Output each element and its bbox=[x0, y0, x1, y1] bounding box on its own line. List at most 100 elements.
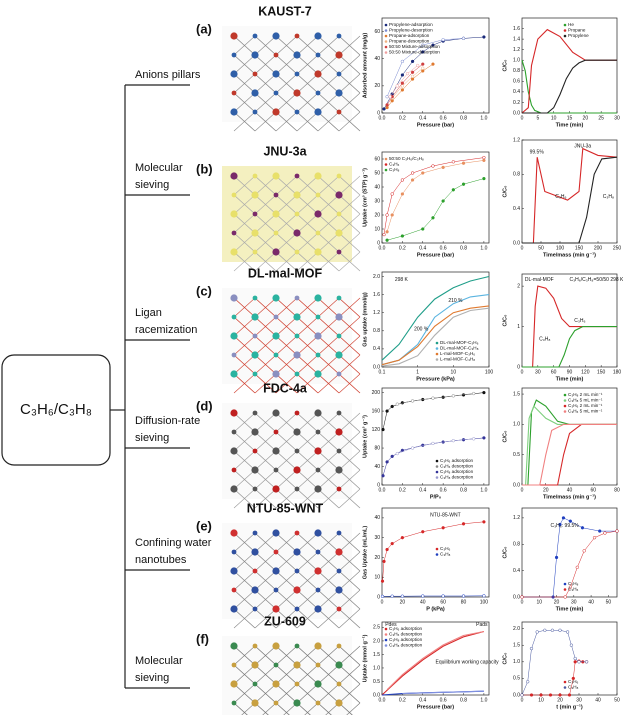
atom bbox=[293, 229, 300, 236]
x-axis-label: Time/mass (min g⁻¹) bbox=[543, 493, 596, 500]
y-axis-label: C/C₀ bbox=[502, 185, 508, 197]
legend-marker bbox=[436, 465, 439, 468]
annotation: 200 % bbox=[414, 326, 429, 332]
data-point bbox=[382, 474, 385, 477]
x-tick-label: 20 bbox=[400, 599, 406, 605]
y-axis-label: Gas Uptake (mL/mL) bbox=[362, 526, 368, 580]
atom bbox=[272, 210, 279, 217]
x-tick-label: 0.4 bbox=[419, 245, 426, 251]
legend-label: C₃H₈ bbox=[568, 685, 579, 690]
x-axis-label: Pressure (bar) bbox=[417, 252, 454, 258]
y-tick-label: 0.0 bbox=[513, 482, 520, 488]
data-point bbox=[472, 392, 475, 395]
y-tick-label: 2.0 bbox=[373, 638, 380, 644]
legend-label: C₃H₆ bbox=[568, 679, 579, 684]
x-tick-label: 200 bbox=[594, 245, 603, 251]
material-name: ZU-609 bbox=[264, 614, 306, 628]
x-tick-label: 30 bbox=[571, 599, 577, 605]
atom bbox=[337, 644, 342, 649]
y-axis-label: C/C₀ bbox=[502, 652, 508, 664]
atom bbox=[232, 315, 237, 320]
data-point bbox=[391, 99, 394, 102]
legend-label: C₃H₆ desorption bbox=[440, 464, 474, 469]
atom bbox=[293, 661, 300, 668]
atom bbox=[232, 231, 237, 236]
atom bbox=[232, 701, 237, 706]
annotation: 210 % bbox=[448, 298, 463, 304]
data-point bbox=[570, 644, 573, 647]
legend-label: DL-mal-MOF-C₃H₆ bbox=[440, 340, 479, 345]
data-point bbox=[616, 530, 619, 533]
y-tick-label: 0.4 bbox=[373, 346, 380, 352]
x-tick-label: 80 bbox=[461, 599, 467, 605]
atom bbox=[314, 172, 321, 179]
atom bbox=[251, 229, 258, 236]
y-tick-label: 2.0 bbox=[373, 274, 380, 280]
legend-marker bbox=[436, 548, 439, 551]
data-point bbox=[386, 461, 389, 464]
atom bbox=[337, 607, 342, 612]
data-point bbox=[432, 216, 435, 219]
data-point bbox=[483, 391, 486, 394]
x-tick-label: 10 bbox=[551, 115, 557, 121]
atom bbox=[316, 550, 321, 555]
y-tick-label: 1.6 bbox=[373, 292, 380, 298]
atom bbox=[274, 193, 279, 198]
atom bbox=[230, 567, 237, 574]
data-point bbox=[391, 455, 394, 458]
atom bbox=[335, 89, 342, 96]
data-point bbox=[401, 89, 404, 92]
legend-label: C₃H₈ bbox=[389, 167, 400, 172]
annotation: Pdes bbox=[385, 622, 397, 628]
structure-image bbox=[222, 288, 360, 393]
legend-label: He bbox=[568, 22, 574, 27]
atom bbox=[337, 72, 342, 77]
legend-label: C₃H₆ 2 mL min⁻¹ bbox=[568, 403, 603, 408]
data-point bbox=[462, 522, 465, 525]
y-tick-label: 0 bbox=[517, 364, 520, 370]
structure-image bbox=[222, 523, 360, 628]
y-tick-label: 50 bbox=[374, 170, 380, 176]
x-tick-label: 0 bbox=[521, 599, 524, 605]
panel-letter: (d) bbox=[196, 398, 213, 413]
structure-bg bbox=[222, 166, 352, 262]
legend-label: C₃H₆ 5 mL min⁻¹ bbox=[568, 409, 603, 414]
atom bbox=[295, 449, 300, 454]
data-point bbox=[386, 214, 389, 217]
data-point bbox=[421, 67, 424, 70]
data-point bbox=[401, 84, 404, 87]
atom bbox=[293, 351, 300, 358]
atom bbox=[337, 334, 342, 339]
structure-bg bbox=[222, 403, 352, 499]
legend-marker bbox=[564, 410, 567, 413]
x-tick-label: 40 bbox=[595, 697, 601, 703]
data-point bbox=[386, 106, 389, 109]
data-point bbox=[396, 84, 399, 87]
x-tick-label: 0.6 bbox=[440, 245, 447, 251]
legend-label: C₃H₈ bbox=[568, 581, 579, 586]
x-tick-label: 50 bbox=[606, 599, 612, 605]
x-tick-label: 10 bbox=[451, 369, 457, 375]
atom bbox=[274, 430, 279, 435]
atom bbox=[230, 680, 237, 687]
atom bbox=[253, 569, 258, 574]
x-tick-label: 0.2 bbox=[399, 487, 406, 493]
data-point bbox=[432, 165, 435, 168]
x-tick-label: 20 bbox=[557, 697, 563, 703]
legend-marker bbox=[385, 29, 388, 32]
legend-marker bbox=[385, 158, 388, 161]
atom bbox=[274, 663, 279, 668]
legend-label: C₃H₆ bbox=[440, 546, 451, 551]
atom bbox=[251, 661, 258, 668]
y-tick-label: 0 bbox=[377, 240, 380, 246]
data-point bbox=[401, 536, 404, 539]
atom bbox=[337, 372, 342, 377]
legend-label: C₃H₈ desorption bbox=[440, 475, 474, 480]
legend-label: Propane-adsorption bbox=[389, 33, 430, 38]
atom bbox=[253, 607, 258, 612]
data-point bbox=[526, 680, 529, 683]
atom bbox=[295, 372, 300, 377]
data-point bbox=[442, 166, 445, 169]
atom bbox=[251, 699, 258, 706]
atom bbox=[314, 409, 321, 416]
